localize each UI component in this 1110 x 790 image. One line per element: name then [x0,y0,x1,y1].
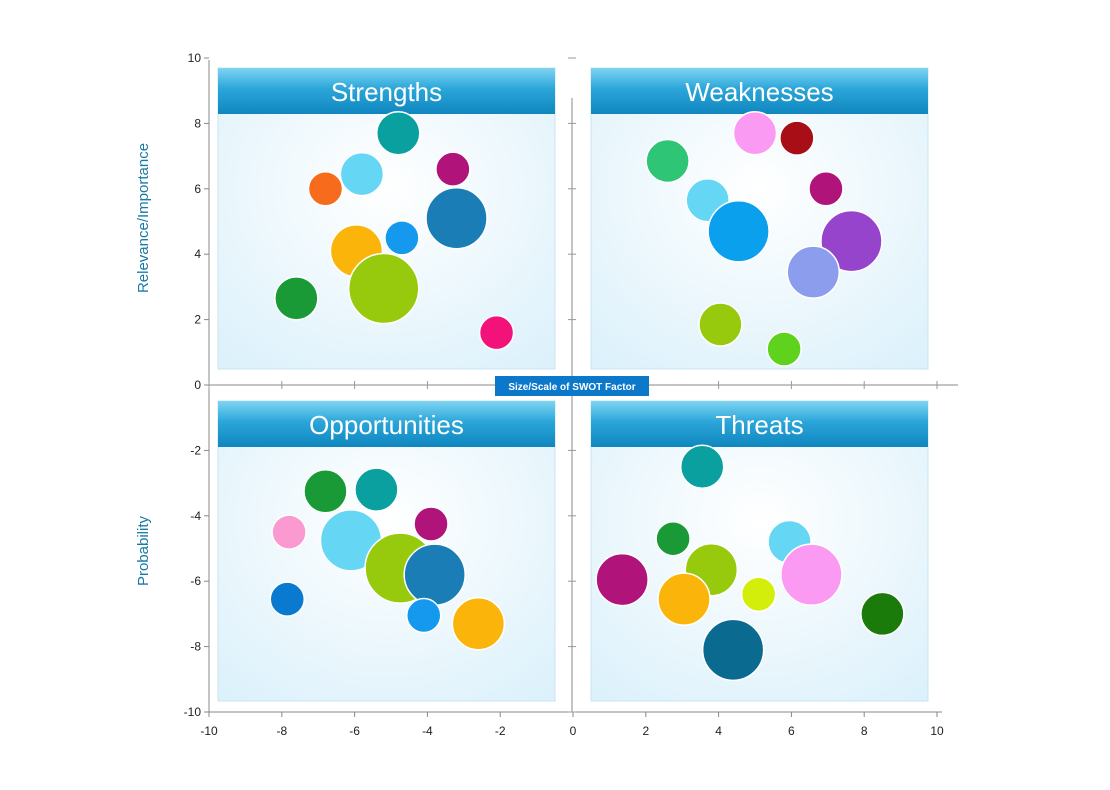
x-tick-label: -8 [276,724,287,738]
quadrant-header [591,68,928,114]
bubble-weaknesses [698,302,743,347]
y-tick-label: -8 [190,640,201,654]
bubble-opportunities [303,469,348,514]
bubble-weaknesses [766,331,802,367]
y-tick-label: 0 [194,378,201,392]
bubble-strengths [435,151,471,187]
bubble-strengths [376,110,421,156]
center-badge-label: Size/Scale of SWOT Factor [508,382,635,393]
quadrant-title-opportunities: Opportunities [309,410,464,440]
y-tick-label: -4 [190,509,201,523]
bubble-strengths [339,151,385,197]
quadrant-title-weaknesses: Weaknesses [685,77,833,107]
bubble-threats [780,543,843,606]
y-tick-label: 2 [194,313,201,327]
x-tick-label: -4 [422,724,433,738]
y-tick-label: -2 [190,443,201,457]
x-tick-label: 10 [930,724,944,738]
y-tick-label: 4 [194,247,201,261]
quadrant-header [218,401,555,447]
y-tick-label: -10 [184,705,202,719]
bubble-weaknesses [707,200,770,263]
quadrant-header [591,401,928,447]
bubble-threats [701,618,765,682]
x-tick-label: 8 [861,724,868,738]
bubble-weaknesses [732,110,778,156]
bubble-opportunities [451,596,506,651]
x-tick-label: -10 [200,724,218,738]
bubble-strengths [478,314,515,351]
x-tick-label: -6 [349,724,360,738]
y-tick-label: 10 [188,51,202,65]
bubble-weaknesses [645,138,690,184]
bubble-strengths [347,252,420,325]
quadrant-header [218,68,555,114]
x-tick-label: -2 [495,724,506,738]
center-badge: Size/Scale of SWOT Factor [495,376,649,396]
y-axis-label-top: Relevance/Importance [135,143,152,293]
bubble-opportunities [413,506,449,542]
bubble-opportunities [403,543,466,606]
bubble-weaknesses [786,245,840,299]
y-axis-label-bottom: Probability [135,515,152,586]
bubble-threats [679,444,725,489]
bubble-weaknesses [779,120,815,156]
y-tick-label: 8 [194,116,201,130]
bubble-strengths [384,220,420,256]
quadrant-title-threats: Threats [715,410,803,440]
x-tick-label: 0 [570,724,577,738]
quadrant-threats: Threats [590,400,929,702]
x-tick-label: 4 [715,724,722,738]
x-tick-label: 2 [642,724,649,738]
bubble-threats [860,591,905,637]
quadrant-title-strengths: Strengths [331,77,442,107]
bubble-threats [657,572,711,626]
x-tick-label: 6 [788,724,795,738]
bubble-strengths [307,171,344,207]
bubble-threats [740,576,777,613]
y-tick-label: -6 [190,574,201,588]
y-tick-label: 6 [194,182,201,196]
bubble-opportunities [269,581,306,617]
bubble-threats [595,552,649,607]
bubble-opportunities [271,514,307,550]
bubble-threats [655,520,691,557]
bubble-weaknesses [808,171,844,207]
bubble-strengths [274,276,319,321]
bubble-opportunities [354,467,399,512]
bubble-strengths [425,186,488,250]
bubble-opportunities [406,597,442,634]
bubble-weaknesses [820,209,883,273]
